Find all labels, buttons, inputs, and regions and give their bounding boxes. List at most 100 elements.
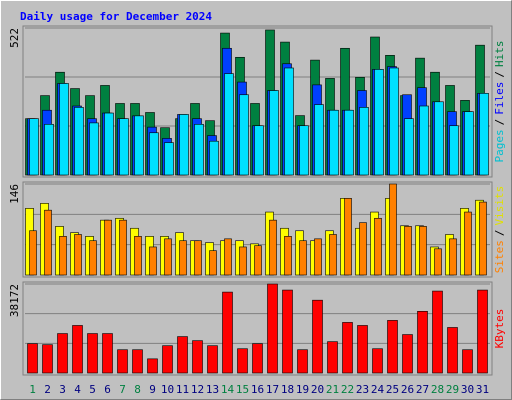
bar <box>464 211 472 276</box>
bar <box>164 142 174 176</box>
x-tick-label: 16 <box>251 383 264 396</box>
bar <box>117 349 128 374</box>
bar <box>374 69 384 176</box>
x-tick-label: 20 <box>311 383 324 396</box>
bar <box>162 345 173 374</box>
legend-entry: Pages <box>493 129 506 162</box>
x-tick-label: 9 <box>149 383 156 396</box>
bar <box>132 349 143 374</box>
x-tick-label: 5 <box>89 383 96 396</box>
bar <box>194 240 202 276</box>
x-tick-label: 29 <box>446 383 459 396</box>
bar <box>389 183 397 276</box>
bar <box>359 222 367 276</box>
bar <box>269 90 279 176</box>
bar <box>359 107 369 176</box>
bar <box>434 248 442 276</box>
bar <box>89 122 99 176</box>
legend-entry: Files <box>493 82 506 115</box>
bar <box>239 94 249 176</box>
bar <box>417 311 428 374</box>
x-tick-label: 21 <box>326 383 339 396</box>
bar <box>344 109 354 176</box>
bar <box>284 67 294 176</box>
bar <box>192 340 203 374</box>
x-tick-label: 19 <box>296 383 309 396</box>
bar <box>297 349 308 374</box>
x-tick-label: 17 <box>266 383 279 396</box>
bar <box>42 344 53 374</box>
bar <box>402 334 413 374</box>
bar <box>179 114 189 176</box>
x-tick-label: 6 <box>104 383 111 396</box>
x-tick-label: 18 <box>281 383 294 396</box>
bar <box>479 201 487 276</box>
bar <box>479 93 489 176</box>
chart-title: Daily usage for December 2024 <box>20 10 212 23</box>
x-tick-label: 22 <box>341 383 354 396</box>
bar <box>464 111 474 176</box>
x-tick-label: 4 <box>74 383 81 396</box>
bar <box>477 289 488 374</box>
legend: KBytes <box>493 309 506 349</box>
bar <box>374 217 382 276</box>
bar <box>74 234 82 276</box>
bar <box>87 333 98 374</box>
x-tick-label: 31 <box>476 383 489 396</box>
bar <box>269 219 277 276</box>
bar <box>419 226 427 276</box>
bar <box>419 105 429 176</box>
bar <box>119 219 127 276</box>
bar <box>299 125 309 176</box>
legend-entry: Visits <box>493 186 506 226</box>
bar <box>372 348 383 374</box>
x-tick-label: 13 <box>206 383 219 396</box>
bar <box>404 118 414 176</box>
legend-entry: Hits <box>493 41 506 68</box>
bar <box>149 246 157 276</box>
bar <box>27 343 38 374</box>
legend-entry: KBytes <box>493 309 506 349</box>
bar <box>449 125 459 176</box>
bar <box>104 112 114 176</box>
bar <box>102 333 113 374</box>
legend-separator: / <box>493 119 506 126</box>
x-tick-label: 24 <box>371 383 385 396</box>
bar <box>29 230 37 276</box>
bar <box>224 73 234 176</box>
bar <box>134 236 142 276</box>
bar <box>44 209 52 276</box>
bar <box>314 238 322 276</box>
x-tick-label: 25 <box>386 383 399 396</box>
x-tick-label: 2 <box>44 383 51 396</box>
bar <box>194 124 204 176</box>
legend-separator: / <box>493 71 506 78</box>
bar <box>209 140 219 176</box>
legend-entry: Sites <box>493 240 506 273</box>
bar <box>357 325 368 374</box>
bar <box>299 240 307 276</box>
x-tick-label: 10 <box>161 383 174 396</box>
bar <box>434 101 444 176</box>
bar <box>314 104 324 176</box>
bar <box>282 289 293 374</box>
bar <box>327 341 338 374</box>
bar <box>149 132 159 176</box>
x-tick-label: 14 <box>221 383 235 396</box>
bar <box>342 322 353 374</box>
x-tick-label: 28 <box>431 383 444 396</box>
bar <box>329 109 339 176</box>
bar <box>252 343 263 374</box>
bar <box>29 118 39 176</box>
legend: Pages / Files / Hits <box>493 41 506 163</box>
bar <box>284 236 292 276</box>
y-tick-label: 38172 <box>8 284 21 317</box>
bar <box>59 236 67 276</box>
bar <box>329 234 337 276</box>
bar <box>254 245 262 276</box>
bar <box>164 238 172 276</box>
x-tick-label: 8 <box>134 383 141 396</box>
bar <box>59 83 69 176</box>
